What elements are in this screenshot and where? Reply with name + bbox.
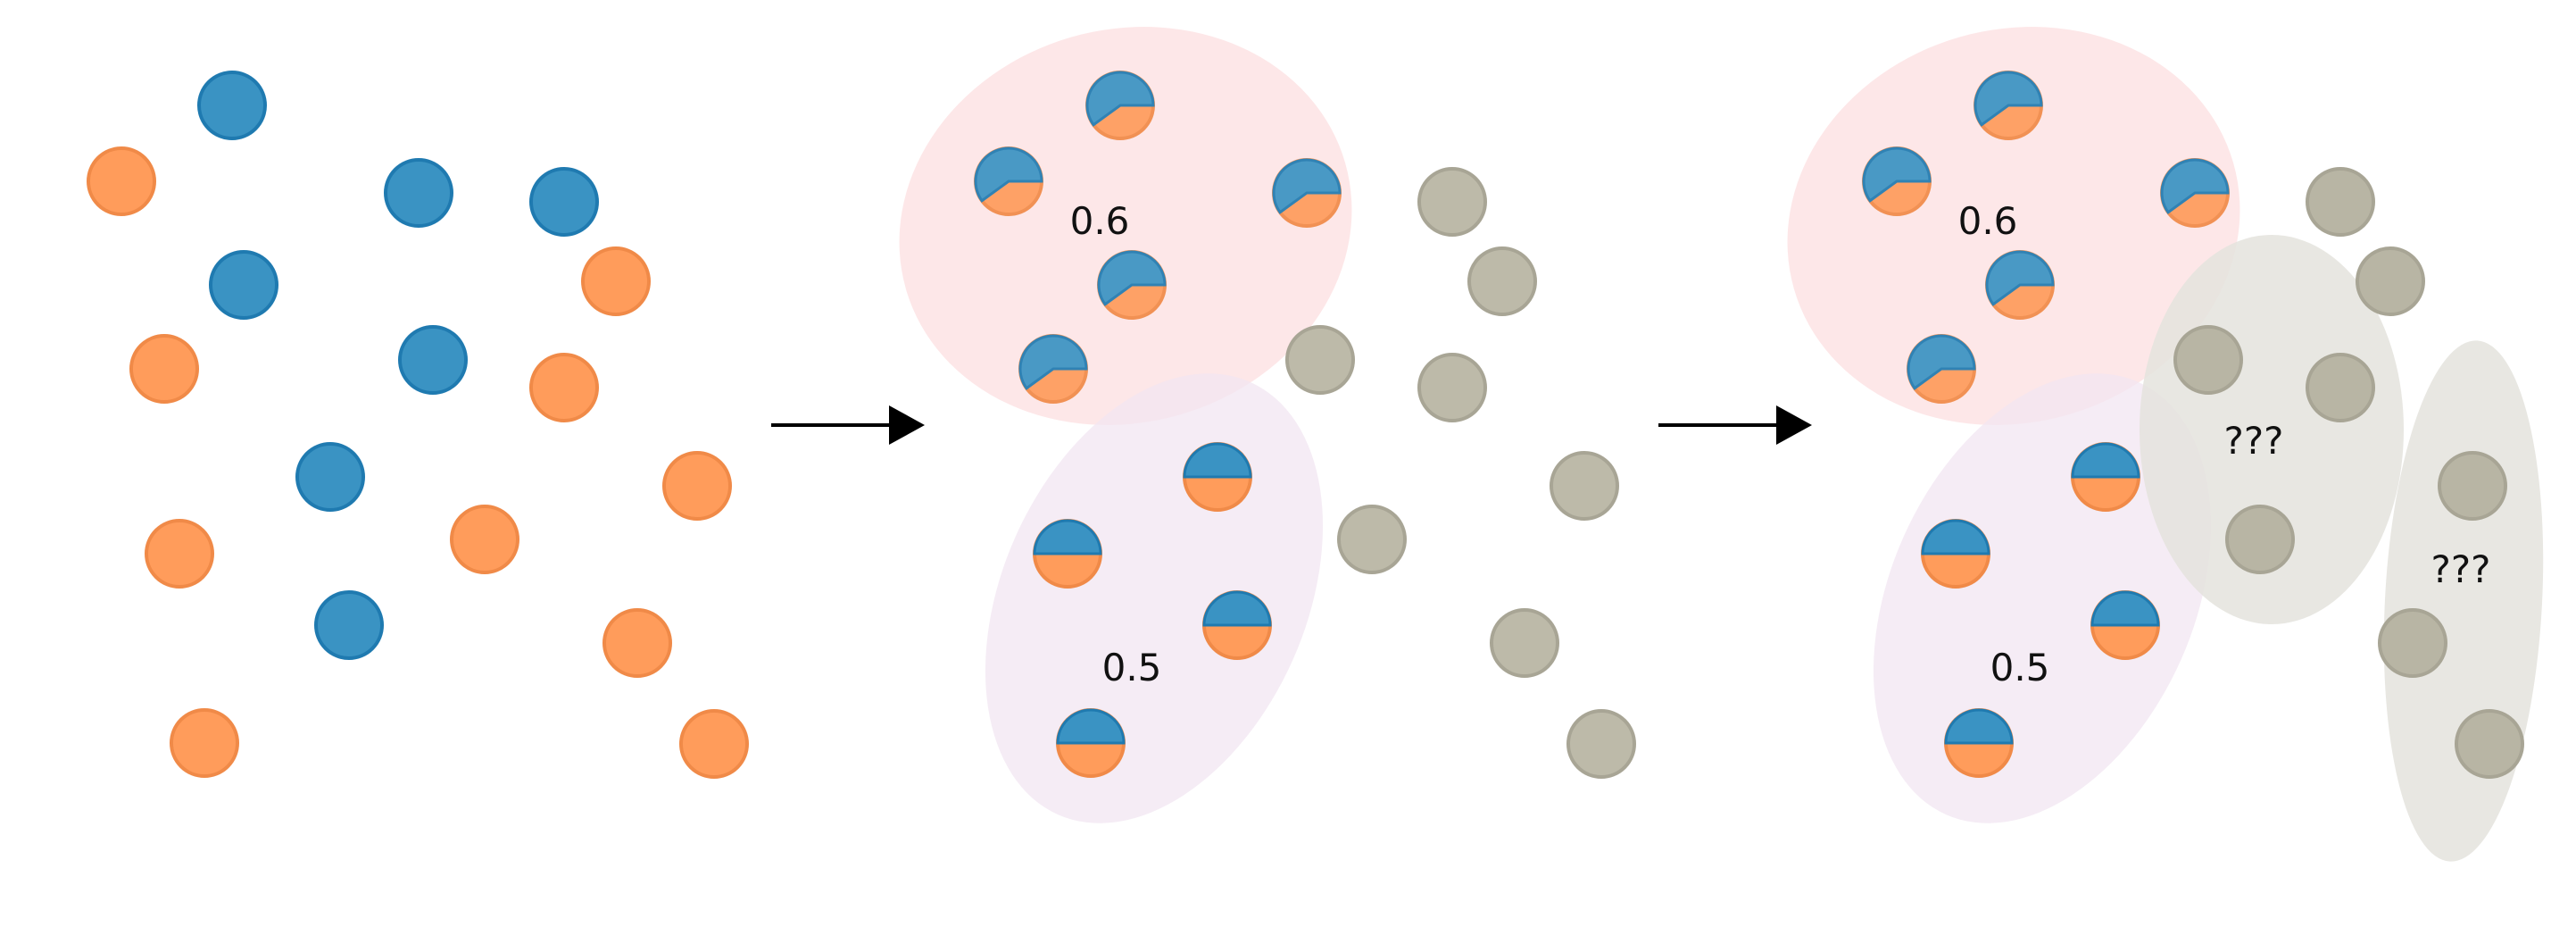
unlabeled-point	[2306, 353, 2375, 422]
panel-3-gray-points	[2173, 167, 2524, 779]
cluster-a-ellipse	[899, 27, 1352, 425]
unknown-cluster-d-label: ???	[2431, 547, 2491, 591]
unlabeled-point	[2306, 167, 2375, 237]
cluster-a-proportion-label: 0.6	[1958, 199, 2018, 243]
panel-2-cluster-a-pies	[974, 71, 1342, 404]
unlabeled-point	[2356, 246, 2425, 316]
pie-point	[1085, 71, 1155, 140]
panel-3-cluster-a-pies	[1862, 71, 2230, 404]
arrow-2	[1658, 405, 1812, 445]
orange-point	[529, 353, 599, 422]
pie-point	[1056, 708, 1126, 778]
orange-point	[581, 246, 651, 316]
cluster-b-ellipse	[985, 373, 1324, 823]
panel-3: 0.6 0.5 ??? ???	[1787, 27, 2544, 862]
pie-point	[2160, 158, 2230, 228]
unlabeled-point	[1417, 167, 1487, 237]
blue-point	[398, 325, 468, 395]
unlabeled-point	[2225, 505, 2295, 574]
unknown-cluster-c-label: ???	[2224, 419, 2284, 463]
orange-point	[87, 146, 156, 216]
orange-point	[602, 608, 672, 678]
blue-point	[384, 158, 453, 228]
panel-2: 0.6 0.5	[899, 27, 1636, 823]
panel-1-orange-points	[87, 146, 749, 779]
pie-point	[1907, 334, 1976, 404]
pie-point	[2090, 590, 2160, 660]
unlabeled-point	[1467, 246, 1537, 316]
unlabeled-point	[2455, 709, 2524, 779]
pie-point	[1985, 250, 2055, 320]
pie-point	[1097, 250, 1167, 320]
pie-point	[1974, 71, 2043, 140]
panel-3-cluster-b-pies	[1921, 442, 2160, 778]
cluster-a-proportion-label: 0.6	[1070, 199, 1130, 243]
arrow-1	[771, 405, 925, 445]
pie-point	[1862, 146, 1932, 216]
unlabeled-point	[1417, 353, 1487, 422]
pie-point	[1272, 158, 1342, 228]
orange-point	[662, 451, 732, 521]
pie-point	[2071, 442, 2140, 512]
pie-point	[974, 146, 1043, 216]
blue-point	[314, 590, 384, 660]
unlabeled-point	[1337, 505, 1407, 574]
unlabeled-point	[2438, 451, 2507, 521]
blue-point	[529, 167, 599, 237]
unlabeled-point	[1566, 709, 1636, 779]
unlabeled-point	[1285, 325, 1355, 395]
panel-1	[87, 71, 749, 779]
orange-point	[679, 709, 749, 779]
unlabeled-point	[1550, 451, 1619, 521]
unlabeled-point	[2378, 608, 2447, 678]
cluster-b-proportion-label: 0.5	[1990, 646, 2050, 689]
pie-point	[1018, 334, 1088, 404]
unlabeled-point	[1490, 608, 1559, 678]
orange-point	[129, 334, 199, 404]
pie-point	[1033, 519, 1102, 589]
blue-point	[197, 71, 267, 140]
pie-point	[1183, 442, 1252, 512]
orange-point	[450, 505, 519, 574]
cluster-b-proportion-label: 0.5	[1102, 646, 1162, 689]
blue-point	[295, 442, 365, 512]
orange-point	[170, 708, 239, 778]
orange-point	[145, 519, 214, 589]
blue-point	[209, 250, 278, 320]
panel-2-cluster-b-pies	[1033, 442, 1272, 778]
pie-point	[1944, 708, 2014, 778]
pie-point	[1921, 519, 1990, 589]
unlabeled-point	[2173, 325, 2243, 395]
pie-point	[1202, 590, 1272, 660]
panel-2-gray-points	[1285, 167, 1636, 779]
cluster-a-ellipse	[1787, 27, 2240, 425]
panel-1-blue-points	[197, 71, 599, 660]
